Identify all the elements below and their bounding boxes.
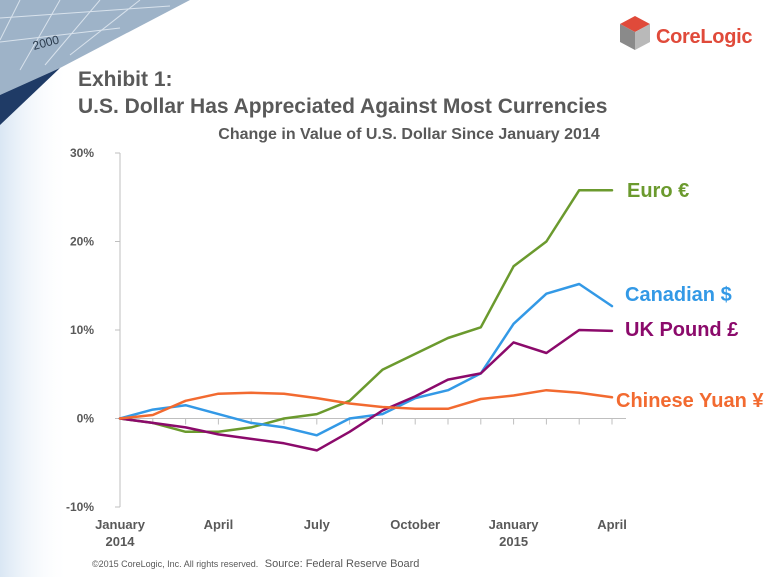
series-line-0	[118, 188, 614, 434]
x-tick-label: 2015	[499, 534, 528, 549]
chart-axes: -10% 0% 10% 20% 30% January 2014 April July Octob…	[66, 146, 627, 549]
source-text: Source: Federal Reserve Board	[264, 558, 420, 570]
spreadsheet-year-text: 2000	[31, 32, 61, 53]
x-tick-label: January	[489, 517, 540, 532]
series-label-2: UK Pound £	[625, 319, 738, 341]
y-tick-label: -10%	[66, 500, 94, 514]
corelogic-logo: CoreLogic	[618, 14, 768, 56]
x-tick-label: April	[597, 517, 627, 532]
chart-title: Change in Value of U.S. Dollar Since Jan…	[218, 126, 600, 143]
exhibit-title: U.S. Dollar Has Appreciated Against Most…	[78, 95, 608, 118]
copyright-text: ©2015 CoreLogic, Inc. All rights reserve…	[92, 559, 259, 569]
chart-series	[118, 188, 614, 452]
series-line-3	[118, 388, 614, 420]
series-line-1	[118, 282, 614, 437]
y-tick-label: 0%	[77, 412, 95, 426]
series-label-3: Chinese Yuan ¥	[616, 390, 764, 412]
logo-text: CoreLogic	[656, 26, 753, 48]
series-label-1: Canadian $	[625, 284, 732, 306]
x-tick-label: January	[95, 517, 146, 532]
y-tick-label: 20%	[70, 235, 94, 249]
spreadsheet-photo	[0, 0, 190, 95]
chart-labels: Euro € Canadian $ UK Pound £ Chinese Yuan ¥	[616, 180, 764, 412]
x-tick-label: October	[390, 517, 440, 532]
footer: ©2015 CoreLogic, Inc. All rights reserve…	[92, 558, 419, 570]
series-line-2	[118, 328, 614, 452]
series-label-0: Euro €	[627, 180, 689, 202]
exhibit-heading: Exhibit 1: U.S. Dollar Has Appreciated A…	[78, 66, 607, 120]
y-tick-label: 30%	[70, 146, 94, 160]
x-tick-label: April	[204, 517, 234, 532]
navy-triangle	[0, 68, 60, 125]
corelogic-cube-icon	[620, 16, 650, 50]
x-tick-label: July	[304, 517, 331, 532]
x-tick-label: 2014	[106, 534, 136, 549]
exhibit-label: Exhibit 1:	[78, 68, 173, 91]
spreadsheet-grid	[0, 0, 171, 71]
y-tick-label: 10%	[70, 323, 94, 337]
